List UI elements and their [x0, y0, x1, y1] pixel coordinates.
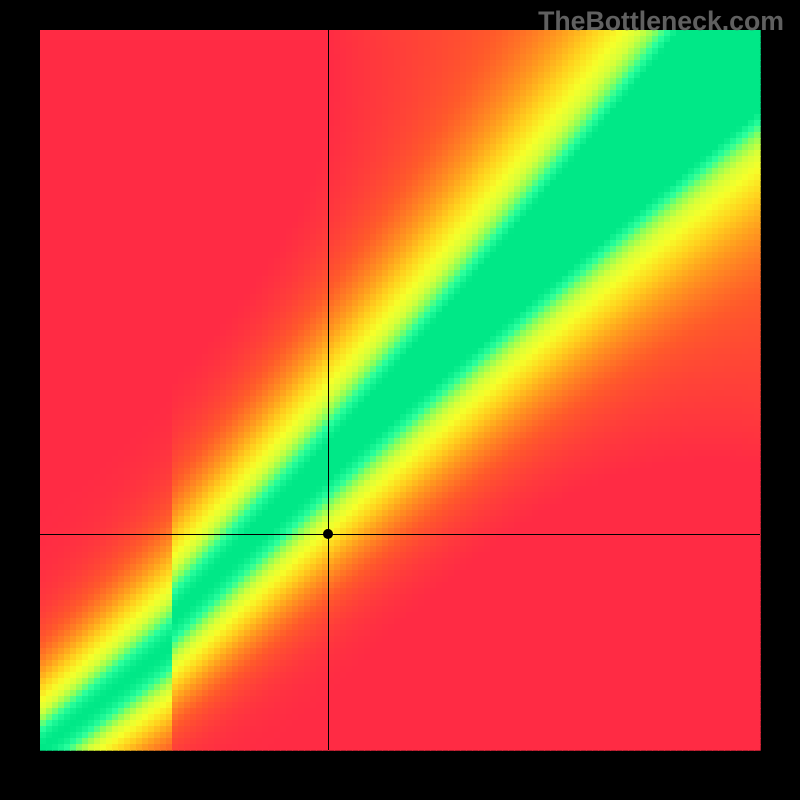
chart-container: TheBottleneck.com: [0, 0, 800, 800]
watermark-text: TheBottleneck.com: [538, 6, 784, 37]
bottleneck-heatmap: [0, 0, 800, 800]
